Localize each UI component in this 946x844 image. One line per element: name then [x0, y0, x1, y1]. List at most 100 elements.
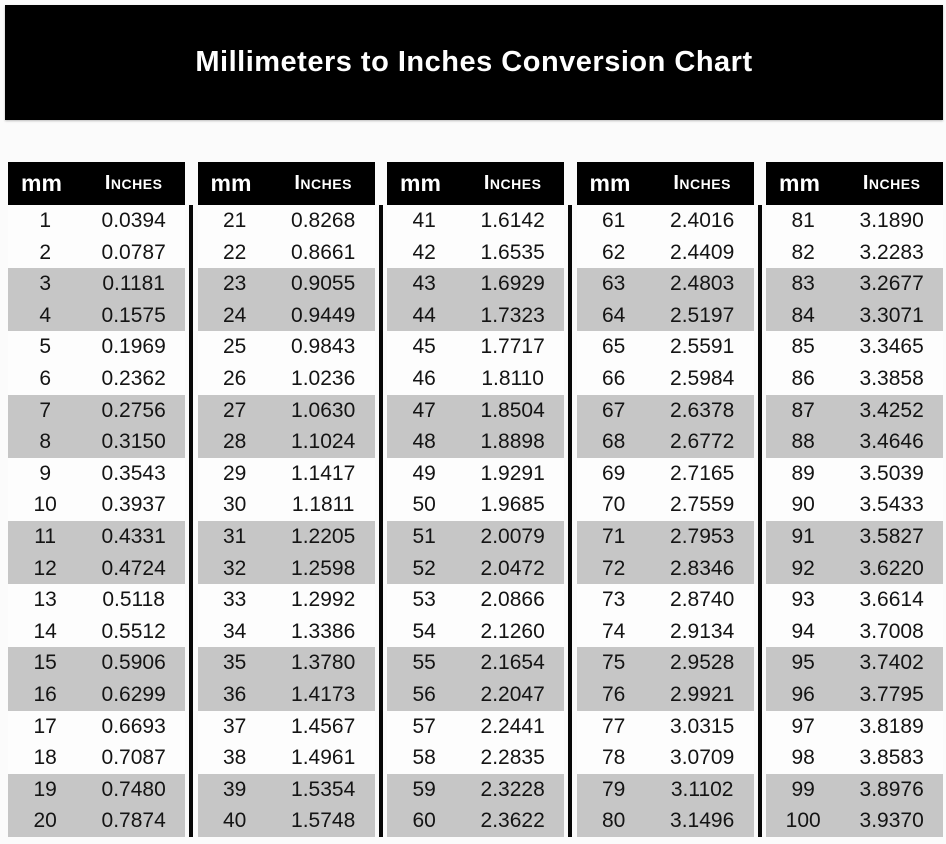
header-mm-label: mm [21, 170, 62, 196]
mm-value: 51 [412, 524, 436, 548]
inches-value: 3.3465 [859, 335, 924, 359]
table-row: 17 0.6693 [8, 711, 185, 743]
table-row: 41 1.6142 [387, 205, 564, 237]
mm-value: 29 [222, 461, 247, 485]
mm-value: 84 [791, 303, 815, 327]
table-row: 86 3.3858 [766, 363, 943, 395]
table-row: 65 2.5591 [577, 331, 754, 363]
inches-value: 1.0630 [291, 398, 356, 422]
mm-value: 26 [222, 366, 247, 390]
header-mm-label: mm [589, 170, 631, 196]
mm-value: 99 [791, 777, 815, 801]
table-row: 19 0.7480 [8, 773, 185, 806]
inches-value: 0.2756 [101, 398, 166, 422]
table-row: 3 0.1181 [8, 268, 185, 300]
inches-value: 1.6535 [480, 240, 545, 264]
table-row: 8 0.3150 [8, 426, 185, 458]
inches-value: 0.0394 [101, 209, 166, 232]
header-inches-label: Inches [294, 172, 352, 194]
mm-value: 67 [601, 398, 626, 422]
mm-value: 65 [601, 335, 626, 359]
table-row: 60 2.3622 [387, 805, 564, 837]
inches-value: 3.4646 [859, 430, 924, 454]
mm-value: 48 [412, 430, 436, 454]
inches-value: 0.6693 [101, 714, 166, 738]
mm-value: 10 [33, 493, 57, 517]
inches-value: 1.7323 [480, 303, 545, 327]
inches-value: 2.1260 [480, 619, 545, 643]
table-row: 79 3.1102 [576, 773, 754, 806]
inches-value: 1.2992 [291, 588, 356, 612]
mm-value: 15 [33, 651, 57, 675]
inches-value: 0.7874 [101, 809, 166, 833]
inches-value: 1.7717 [480, 335, 545, 359]
inches-value: 2.0079 [480, 524, 545, 548]
inches-value: 3.8976 [859, 777, 924, 801]
table-row: 15 0.5906 [8, 647, 185, 679]
mm-value: 21 [222, 209, 247, 232]
inches-value: 3.8189 [859, 714, 924, 738]
mm-value: 83 [791, 272, 815, 296]
inches-value: 0.0787 [101, 240, 166, 264]
inches-value: 1.1811 [291, 493, 355, 517]
column-header: mm Inches [387, 162, 564, 205]
table-row: 97 3.8189 [766, 711, 943, 743]
mm-value: 63 [601, 272, 626, 296]
mm-value: 47 [412, 398, 436, 422]
table-row: 58 2.2835 [387, 742, 564, 774]
inches-value: 3.3858 [859, 366, 924, 390]
table-row: 46 1.8110 [387, 363, 564, 395]
mm-value: 22 [222, 240, 247, 264]
table-row: 4 0.1575 [8, 299, 185, 332]
mm-value: 70 [601, 493, 626, 517]
table-row: 44 1.7323 [387, 299, 564, 332]
inches-value: 1.4173 [291, 682, 356, 706]
mm-value: 75 [601, 651, 626, 675]
table-row: 21 0.8268 [198, 205, 375, 237]
table-row: 50 1.9685 [387, 489, 564, 521]
mm-value: 86 [791, 366, 815, 390]
table-row: 64 2.5197 [576, 299, 754, 332]
mm-value: 8 [39, 430, 51, 454]
table-row: 99 3.8976 [766, 773, 943, 806]
table-row: 68 2.6772 [576, 426, 754, 458]
table-row: 22 0.8661 [198, 237, 375, 269]
inches-value: 2.7953 [670, 524, 735, 548]
mm-value: 27 [222, 398, 247, 422]
column-divider [568, 205, 573, 837]
inches-value: 2.5984 [670, 366, 735, 390]
table-row: 96 3.7795 [766, 678, 943, 711]
table-row: 54 2.1260 [387, 616, 564, 648]
title-banner: Millimeters to Inches Conversion Chart [5, 5, 943, 120]
inches-value: 0.3543 [101, 461, 166, 485]
mm-value: 60 [412, 809, 436, 833]
table-row: 27 1.0630 [197, 394, 375, 427]
table-row: 59 2.3228 [387, 773, 564, 806]
inches-value: 0.4724 [101, 556, 166, 580]
mm-value: 69 [601, 461, 626, 485]
mm-value: 4 [39, 303, 51, 327]
inches-value: 2.2441 [480, 714, 545, 738]
column-header: mm Inches [766, 162, 943, 205]
inches-value: 3.6614 [859, 588, 924, 612]
inches-value: 0.7087 [101, 746, 166, 770]
inches-value: 2.2047 [480, 682, 545, 706]
column-gap [754, 162, 767, 837]
inches-value: 3.7402 [859, 651, 924, 675]
mm-value: 53 [412, 588, 436, 612]
mm-value: 44 [412, 303, 436, 327]
column-header: mm Inches [576, 162, 754, 205]
table-row: 39 1.5354 [197, 773, 375, 806]
inches-value: 2.3622 [480, 809, 545, 833]
mm-value: 24 [222, 303, 247, 327]
table-row: 2 0.0787 [8, 237, 185, 269]
table-row: 16 0.6299 [8, 678, 185, 711]
conversion-table: mm Inches 1 0.0394 2 0.0787 3 0.1181 4 0.1575 5 0.1… [8, 162, 943, 837]
mm-value: 33 [222, 588, 247, 612]
table-row: 51 2.0079 [387, 520, 564, 553]
table-row: 93 3.6614 [766, 584, 943, 616]
inches-value: 0.8661 [291, 240, 356, 264]
inches-value: 3.1890 [859, 209, 924, 232]
inches-value: 1.1024 [291, 430, 356, 454]
table-row: 91 3.5827 [766, 520, 943, 553]
